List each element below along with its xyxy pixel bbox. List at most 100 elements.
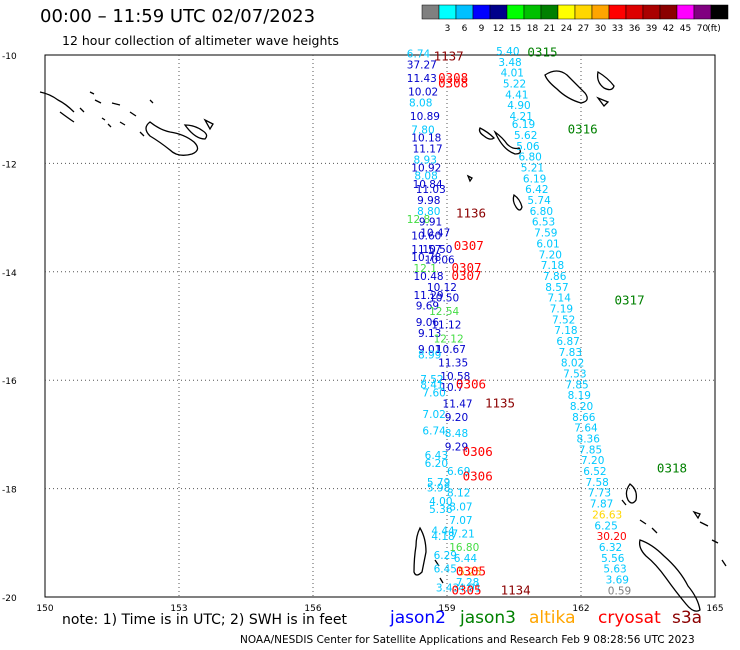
- pass-time-label: 0305: [451, 582, 481, 597]
- swh-value: 6.80: [518, 152, 541, 164]
- swh-value: 10.12: [427, 282, 457, 294]
- swh-value: 6.69: [447, 466, 470, 478]
- swh-value: 8.48: [445, 428, 468, 440]
- legend-swatch: [676, 4, 695, 20]
- legend-swatch: [710, 4, 729, 20]
- pass-time-label: 0308: [438, 70, 468, 85]
- swh-value: 10.78: [411, 252, 441, 264]
- pass-time-label: 0317: [615, 292, 645, 307]
- legend-label: 24: [561, 24, 573, 34]
- legend-label: 70: [697, 24, 709, 34]
- swh-value: 5.62: [514, 130, 537, 142]
- island-shape: [79, 99, 145, 137]
- jason2-track-west: 6.7437.2711.4310.028.0810.897.8010.1811.…: [407, 49, 482, 595]
- swh-value: 6.74: [422, 425, 446, 437]
- swh-value: 7.53: [563, 368, 586, 380]
- pass-time-label: 1135: [485, 395, 515, 410]
- swh-value: 8.08: [414, 171, 437, 183]
- legend-swatch: [574, 4, 593, 20]
- pass-time-label: 1136: [456, 206, 486, 221]
- legend-swatch: [625, 4, 644, 20]
- swh-value: 4.01: [501, 68, 524, 80]
- lon-tick-label: 150: [36, 604, 53, 614]
- swh-value: 9.98: [417, 195, 440, 207]
- swh-value: 11.43: [407, 73, 437, 85]
- legend-label: 6: [462, 24, 468, 34]
- island-shape: [512, 193, 523, 211]
- pass-time-label: 1137: [434, 48, 464, 63]
- legend-label: 18: [527, 24, 539, 34]
- pass-time-label: 0307: [451, 260, 481, 275]
- swh-value: 7.86: [543, 271, 567, 283]
- legend-label: 3: [445, 24, 451, 34]
- swh-value: 8.41: [420, 379, 443, 391]
- island-shape: [638, 539, 701, 612]
- swh-value: 4.21: [510, 111, 533, 123]
- swh-value: 5.36: [429, 504, 453, 516]
- swh-value: 8.66: [572, 412, 596, 424]
- island-shape: [478, 127, 495, 140]
- swh-value: 10.89: [410, 111, 440, 123]
- mission-altika: altika: [529, 608, 576, 628]
- lat-tick-label: -18: [2, 486, 17, 496]
- swh-value: 6.43: [425, 450, 448, 462]
- swh-value: 7.18: [541, 260, 564, 272]
- swh-value: 11.57: [411, 244, 441, 256]
- legend-swatch: [472, 4, 491, 20]
- lon-tick-label: 165: [706, 604, 723, 614]
- swh-value: 6.53: [532, 217, 555, 229]
- swh-value: 7.20: [581, 455, 604, 467]
- swh-value: 37.27: [407, 60, 437, 72]
- swh-value: 8.02: [561, 358, 584, 370]
- swh-value: 11.47: [443, 398, 473, 410]
- island-shape: [434, 559, 444, 584]
- swh-value: 10.92: [411, 163, 441, 175]
- legend-label: 33: [612, 24, 623, 34]
- legend-label: 39: [646, 24, 658, 34]
- legend-swatch: [591, 4, 610, 20]
- legend-swatch: [438, 4, 457, 20]
- swh-value: 12.54: [429, 306, 459, 318]
- mission-cryosat: cryosat: [598, 608, 661, 628]
- map-subtitle: 12 hour collection of altimeter wave hei…: [62, 33, 339, 48]
- mission-jason2: jason2: [390, 608, 446, 628]
- lat-lon-grid: 150 153 156 159 162 165 -10 -12 -14 -16 -18 -20: [2, 52, 724, 614]
- swh-value: 8.19: [568, 390, 591, 402]
- swh-value: 5.25: [458, 566, 481, 578]
- swh-value: 16.80: [449, 542, 479, 554]
- swh-value: 10.06: [425, 255, 455, 267]
- pass-time-label: 0307: [454, 238, 484, 253]
- swh-value: 5.98: [427, 482, 450, 494]
- swh-value: 5.06: [516, 141, 540, 153]
- lon-tick-label: 156: [304, 604, 321, 614]
- pass-time-label: 0306: [463, 468, 493, 483]
- swh-value: 6.32: [599, 542, 622, 554]
- island-shape: [596, 70, 615, 91]
- swh-value: 3.69: [606, 574, 629, 586]
- pass-time-label: 0315: [527, 45, 557, 60]
- swh-value: 7.02: [422, 409, 445, 421]
- pass-time-label: 0307: [451, 268, 481, 283]
- swh-value: 3.43: [436, 583, 459, 595]
- swh-value: 26.63: [592, 509, 622, 521]
- swh-value: 4.41: [505, 89, 528, 101]
- swh-value: 3.48: [498, 57, 521, 69]
- swh-value: 8.57: [545, 282, 568, 294]
- island-shape: [625, 483, 638, 504]
- swh-value: 6.44: [454, 553, 478, 565]
- island-shape: [183, 124, 208, 140]
- lat-tick-label: -16: [2, 377, 17, 387]
- legend-label: 45: [680, 24, 691, 34]
- swh-value: 7.18: [554, 325, 577, 337]
- swh-value: 0.59: [608, 585, 631, 597]
- swh-value: 8.93: [414, 154, 437, 166]
- lat-tick-label: -20: [2, 594, 17, 604]
- swh-value: 7.85: [579, 444, 602, 456]
- lon-tick-label: 159: [438, 604, 455, 614]
- swh-value: 6.45: [434, 564, 457, 576]
- island-shape: [39, 91, 75, 123]
- swh-value: 4.90: [507, 100, 530, 112]
- swh-value: 10.48: [414, 271, 444, 283]
- legend-label: 21: [544, 24, 555, 34]
- swh-value: 10.02: [408, 87, 438, 99]
